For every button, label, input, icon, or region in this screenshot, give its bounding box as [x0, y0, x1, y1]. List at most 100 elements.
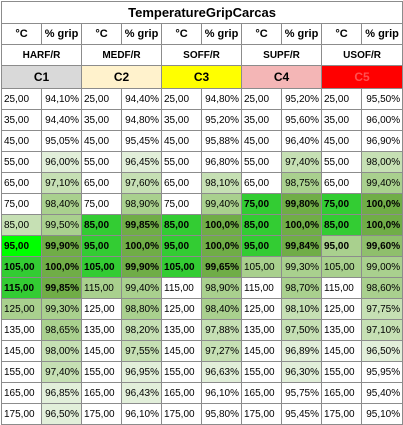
temperature-cell: 25,00 [81, 88, 122, 110]
grip-cell: 98,00% [41, 340, 82, 362]
grip-cell: 94,80% [201, 88, 242, 110]
temperature-cell: 105,00 [161, 256, 202, 278]
temperature-cell: 175,00 [161, 403, 202, 425]
grip-cell: 95,60% [281, 109, 322, 131]
temperature-cell: 145,00 [241, 340, 282, 362]
temperature-cell: 175,00 [241, 403, 282, 425]
table-row: 145,00 98,00% 145,00 97,55% 145,00 97,27% 145,… [1, 340, 403, 362]
temperature-cell: 165,00 [321, 382, 362, 404]
grip-cell: 99,50% [41, 214, 82, 236]
grip-cell: 96,85% [41, 382, 82, 404]
temperature-cell: 135,00 [321, 319, 362, 341]
grip-cell: 98,20% [121, 319, 162, 341]
grip-cell: 99,40% [121, 277, 162, 299]
units-header-row: °C% grip °C% grip °C% grip °C% grip °C% grip [1, 23, 403, 45]
compound-name: SUPF/R [241, 44, 322, 66]
temperature-cell: 65,00 [81, 172, 122, 194]
compound-header-row: HARF/R MEDF/R SOFF/R SUPF/R USOF/R [1, 44, 403, 66]
temperature-cell: 75,00 [241, 193, 282, 215]
temperature-cell: 35,00 [81, 109, 122, 131]
compound-code: C1 [1, 65, 82, 89]
grip-cell: 97,40% [281, 151, 322, 173]
temperature-cell: 115,00 [81, 277, 122, 299]
title-row: TemperatureGripCarcas [0, 1, 403, 24]
temperature-cell: 45,00 [1, 130, 42, 152]
grip-cell: 97,60% [121, 172, 162, 194]
temperature-cell: 45,00 [321, 130, 362, 152]
table-row: 155,00 97,40% 155,00 96,95% 155,00 96,63% 155,… [1, 361, 403, 383]
table-row: 75,00 98,40% 75,00 98,90% 75,00 99,40% 75,00 99… [1, 193, 403, 215]
grip-cell: 98,80% [121, 298, 162, 320]
temp-unit-header: °C [81, 23, 122, 45]
table-row: 45,00 95,05% 45,00 95,45% 45,00 95,88% 45,00 96… [1, 130, 403, 152]
grip-cell: 99,85% [41, 277, 82, 299]
temp-unit-header: °C [241, 23, 282, 45]
temperature-cell: 155,00 [1, 361, 42, 383]
grip-cell: 95,10% [360, 403, 403, 425]
grip-cell: 97,88% [201, 319, 242, 341]
temperature-cell: 125,00 [321, 298, 362, 320]
temp-unit-header: °C [161, 23, 202, 45]
temperature-cell: 105,00 [81, 256, 122, 278]
grip-cell: 95,20% [201, 109, 242, 131]
temperature-cell: 135,00 [241, 319, 282, 341]
temperature-cell: 25,00 [321, 88, 362, 110]
grip-cell: 98,90% [201, 277, 242, 299]
temperature-cell: 85,00 [81, 214, 122, 236]
grip-unit-header: % grip [121, 23, 162, 45]
grip-cell: 95,88% [201, 130, 242, 152]
table-row: 165,00 96,85% 165,00 96,43% 165,00 96,10% 165,… [1, 382, 403, 404]
grip-cell: 96,80% [201, 151, 242, 173]
temperature-cell: 35,00 [321, 109, 362, 131]
temperature-cell: 165,00 [241, 382, 282, 404]
temperature-cell: 125,00 [81, 298, 122, 320]
grip-cell: 98,90% [121, 193, 162, 215]
temperature-cell: 175,00 [321, 403, 362, 425]
temperature-cell: 55,00 [321, 151, 362, 173]
grip-unit-header: % grip [201, 23, 242, 45]
sheet-title: TemperatureGripCarcas [0, 1, 403, 24]
table-row: 115,00 99,85% 115,00 99,40% 115,00 98,90% 115,… [1, 277, 403, 299]
grip-cell: 96,90% [360, 130, 403, 152]
temperature-cell: 75,00 [1, 193, 42, 215]
grip-cell: 99,90% [41, 235, 82, 257]
temperature-cell: 145,00 [161, 340, 202, 362]
temperature-cell: 45,00 [81, 130, 122, 152]
temperature-cell: 55,00 [241, 151, 282, 173]
temperature-cell: 55,00 [81, 151, 122, 173]
grip-cell: 100,0% [201, 235, 242, 257]
temperature-cell: 95,00 [321, 235, 362, 257]
compound-name: SOFF/R [161, 44, 242, 66]
table-row: 175,00 96,50% 175,00 96,10% 175,00 95,80% 175,… [1, 403, 403, 425]
temperature-cell: 125,00 [1, 298, 42, 320]
grip-cell: 98,10% [281, 298, 322, 320]
grip-cell: 94,40% [121, 88, 162, 110]
grip-cell: 94,80% [121, 109, 162, 131]
table-row: 65,00 97,10% 65,00 97,60% 65,00 98,10% 65,00 98… [1, 172, 403, 194]
temperature-cell: 115,00 [1, 277, 42, 299]
grip-cell: 100,0% [201, 214, 242, 236]
compound-code: C5 [320, 65, 403, 89]
temperature-cell: 85,00 [321, 214, 362, 236]
temperature-cell: 35,00 [161, 109, 202, 131]
temperature-cell: 55,00 [1, 151, 42, 173]
grip-cell: 100,0% [121, 235, 162, 257]
grip-cell: 96,89% [281, 340, 322, 362]
table-row: 95,00 99,90% 95,00 100,0% 95,00 100,0% 95,00 99… [1, 235, 403, 257]
grip-unit-header: % grip [41, 23, 82, 45]
grip-cell: 96,95% [121, 361, 162, 383]
grip-cell: 95,45% [121, 130, 162, 152]
compound-name: HARF/R [1, 44, 82, 66]
temperature-cell: 95,00 [241, 235, 282, 257]
grip-cell: 98,70% [281, 277, 322, 299]
grip-cell: 100,0% [281, 214, 322, 236]
temperature-cell: 165,00 [1, 382, 42, 404]
grip-unit-header: % grip [281, 23, 322, 45]
temperature-cell: 65,00 [161, 172, 202, 194]
compound-code: C4 [241, 65, 322, 89]
temp-unit-header: °C [1, 23, 42, 45]
grip-cell: 99,30% [281, 256, 322, 278]
grip-cell: 97,40% [41, 361, 82, 383]
